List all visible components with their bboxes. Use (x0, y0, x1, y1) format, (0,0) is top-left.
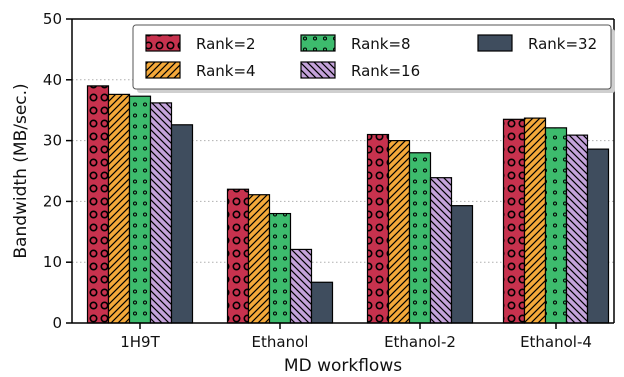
y-ticks: 0 10 20 30 40 50 (43, 10, 72, 332)
x-tick-label: Ethanol (252, 333, 309, 351)
legend-entry: Rank=16 (300, 61, 420, 80)
bar-hatch (430, 177, 452, 323)
legend-swatch-outline (300, 34, 336, 52)
bar-hatch (367, 134, 389, 323)
bar (107, 93, 131, 324)
legend-label: Rank=2 (196, 35, 256, 53)
legend-entry: Rank=8 (300, 34, 411, 53)
x-tick-label: Ethanol-4 (520, 333, 592, 351)
legend-swatch-outline (477, 34, 513, 52)
bar (586, 148, 610, 324)
bar (544, 127, 568, 324)
bar-fill (587, 149, 609, 323)
legend-entry: Rank=32 (477, 34, 597, 53)
y-tick-label: 20 (43, 192, 62, 210)
bar-hatch (388, 140, 410, 323)
x-ticks: 1H9T Ethanol Ethanol-2 Ethanol-4 (120, 323, 592, 351)
legend-swatch-outline (145, 34, 181, 52)
bar-hatch (248, 194, 270, 323)
y-tick-label: 0 (52, 314, 62, 332)
legend-swatch-hatch (146, 62, 180, 78)
legend-label: Rank=8 (351, 35, 411, 53)
legend-swatch (478, 35, 512, 51)
bar (268, 212, 292, 324)
bar (387, 140, 411, 324)
bar (149, 102, 173, 324)
bar-hatch (129, 96, 151, 323)
y-axis-label: Bandwidth (MB/sec.) (11, 83, 31, 258)
bars (86, 85, 610, 324)
x-tick-label: 1H9T (120, 333, 160, 351)
legend-swatch-hatch (301, 62, 335, 78)
bar (523, 117, 547, 324)
legend-swatch-outline (145, 61, 181, 79)
legend-entry: Rank=2 (145, 34, 256, 53)
bar (565, 134, 589, 324)
bar-fill (171, 124, 193, 324)
bar-hatch (108, 94, 130, 323)
bar (366, 133, 390, 324)
y-tick-label: 40 (43, 71, 62, 89)
bar (450, 205, 474, 324)
bar (310, 281, 334, 324)
bar (128, 95, 152, 324)
legend-swatch-hatch (146, 35, 180, 51)
y-tick-label: 50 (43, 10, 62, 28)
bar-hatch (524, 118, 546, 323)
bar (247, 194, 271, 324)
legend-swatch-outline (300, 61, 336, 79)
bar-hatch (269, 213, 291, 323)
legend: Rank=2 Rank=4 Rank=8 Rank=16 Rank=32 (132, 24, 615, 93)
bar-hatch (409, 152, 431, 323)
bar-hatch (227, 189, 249, 323)
legend-entry: Rank=4 (145, 61, 256, 80)
bar (502, 118, 526, 324)
legend-label: Rank=16 (351, 62, 420, 80)
legend-label: Rank=4 (196, 62, 256, 80)
bar (429, 177, 453, 324)
bar (170, 124, 194, 324)
bar-hatch (566, 135, 588, 323)
bar-hatch (150, 102, 172, 324)
legend-swatch-hatch (301, 35, 335, 51)
legend-label: Rank=32 (528, 35, 597, 53)
bar (86, 85, 110, 324)
bar (408, 152, 432, 324)
x-axis-label: MD workflows (284, 356, 402, 376)
bar-hatch (545, 127, 567, 323)
bar (226, 188, 250, 324)
x-tick-label: Ethanol-2 (384, 333, 456, 351)
bar-hatch (87, 85, 109, 323)
bar-fill (451, 205, 473, 323)
y-tick-label: 10 (43, 253, 62, 271)
bar (289, 248, 313, 324)
bar-hatch (503, 119, 525, 323)
bar-hatch (290, 249, 312, 323)
bar-fill (311, 282, 333, 323)
y-tick-label: 30 (43, 132, 62, 150)
